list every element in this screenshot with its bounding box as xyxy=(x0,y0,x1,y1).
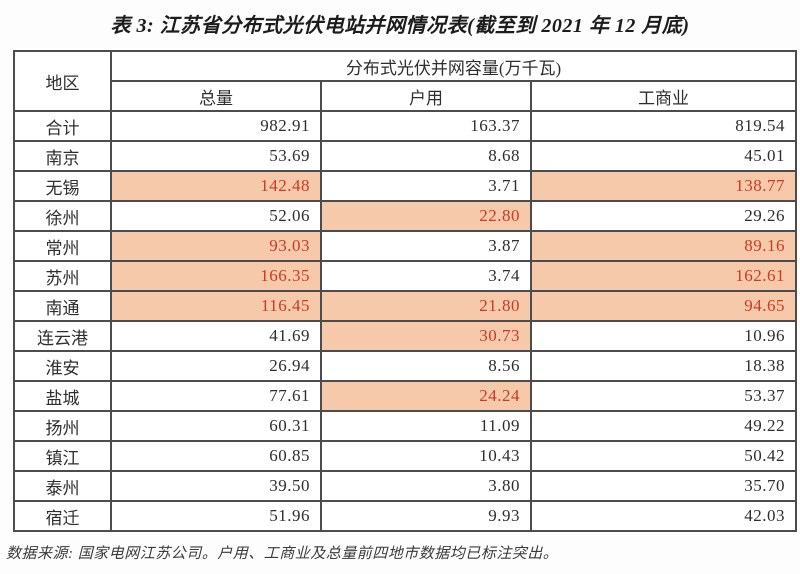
industrial-cell: 42.03 xyxy=(529,500,798,532)
household-cell: 10.43 xyxy=(320,440,532,472)
industrial-cell: 89.16 xyxy=(529,230,798,262)
industrial-cell: 162.61 xyxy=(529,260,798,292)
table-row: 宿迁 51.96 9.93 42.03 xyxy=(13,500,798,532)
table-row: 无锡 142.48 3.71 138.77 xyxy=(13,170,798,202)
industrial-cell: 18.38 xyxy=(529,350,798,382)
table-row: 徐州 52.06 22.80 29.26 xyxy=(13,200,798,232)
data-source-note: 数据来源: 国家电网江苏公司。户用、工商业及总量前四地市数据均已标注突出。 xyxy=(6,546,559,562)
industrial-cell: 819.54 xyxy=(529,110,798,142)
region-cell: 南京 xyxy=(13,140,112,172)
page: 表 3: 江苏省分布式光伏电站并网情况表(截至到 2021 年 12 月底) 地… xyxy=(0,14,800,574)
table-row: 淮安 26.94 8.56 18.38 xyxy=(13,350,798,382)
table-row: 苏州 166.35 3.74 162.61 xyxy=(13,260,798,292)
region-cell: 淮安 xyxy=(13,350,112,382)
industrial-cell: 45.01 xyxy=(529,140,798,172)
total-cell: 39.50 xyxy=(110,470,322,502)
total-cell: 116.45 xyxy=(110,290,322,322)
industrial-cell: 94.65 xyxy=(529,290,798,322)
industrial-cell: 35.70 xyxy=(529,470,798,502)
pv-grid-table: 地区 分布式光伏并网容量(万千瓦) 总量 户用 工商业 合计 982.91 16… xyxy=(13,50,798,532)
household-cell: 163.37 xyxy=(320,110,532,142)
industrial-cell: 50.42 xyxy=(529,440,798,472)
total-cell: 60.31 xyxy=(110,410,322,442)
household-cell: 3.71 xyxy=(320,170,532,202)
total-cell: 77.61 xyxy=(110,380,322,412)
total-cell: 142.48 xyxy=(110,170,322,202)
table-row: 镇江 60.85 10.43 50.42 xyxy=(13,440,798,472)
total-cell: 982.91 xyxy=(110,110,322,142)
total-cell: 60.85 xyxy=(110,440,322,472)
total-cell: 41.69 xyxy=(110,320,322,352)
household-cell: 3.80 xyxy=(320,470,532,502)
region-cell: 扬州 xyxy=(13,410,112,442)
household-cell: 3.87 xyxy=(320,230,532,262)
region-cell: 连云港 xyxy=(13,320,112,352)
industrial-cell: 29.26 xyxy=(529,200,798,232)
table-row: 泰州 39.50 3.80 35.70 xyxy=(13,470,798,502)
table-title: 表 3: 江苏省分布式光伏电站并网情况表(截至到 2021 年 12 月底) xyxy=(110,15,690,37)
region-cell: 宿迁 xyxy=(13,500,112,532)
column-header-household: 户用 xyxy=(320,80,532,112)
total-cell: 26.94 xyxy=(110,350,322,382)
household-cell: 30.73 xyxy=(320,320,532,352)
table-row: 常州 93.03 3.87 89.16 xyxy=(13,230,798,262)
total-cell: 93.03 xyxy=(110,230,322,262)
region-cell: 南通 xyxy=(13,290,112,322)
household-cell: 9.93 xyxy=(320,500,532,532)
total-cell: 52.06 xyxy=(110,200,322,232)
household-cell: 8.68 xyxy=(320,140,532,172)
region-cell: 徐州 xyxy=(13,200,112,232)
industrial-cell: 49.22 xyxy=(529,410,798,442)
table-row: 合计 982.91 163.37 819.54 xyxy=(13,110,798,142)
region-cell: 盐城 xyxy=(13,380,112,412)
household-cell: 21.80 xyxy=(320,290,532,322)
capacity-header: 分布式光伏并网容量(万千瓦) xyxy=(109,50,798,82)
table-row: 连云港 41.69 30.73 10.96 xyxy=(13,320,798,352)
table-row: 南通 116.45 21.80 94.65 xyxy=(13,290,798,322)
total-cell: 51.96 xyxy=(110,500,322,532)
industrial-cell: 53.37 xyxy=(529,380,798,412)
household-cell: 3.74 xyxy=(320,260,532,292)
table-row: 南京 53.69 8.68 45.01 xyxy=(13,140,798,172)
total-cell: 53.69 xyxy=(110,140,322,172)
column-header-industrial: 工商业 xyxy=(529,80,798,112)
industrial-cell: 138.77 xyxy=(529,170,798,202)
household-cell: 24.24 xyxy=(320,380,532,412)
region-cell: 泰州 xyxy=(13,470,112,502)
header-row-1: 地区 分布式光伏并网容量(万千瓦) xyxy=(13,50,798,112)
region-cell: 常州 xyxy=(13,230,112,262)
region-header: 地区 xyxy=(13,50,112,112)
household-cell: 8.56 xyxy=(320,350,532,382)
total-cell: 166.35 xyxy=(110,260,322,292)
table-row: 扬州 60.31 11.09 49.22 xyxy=(13,410,798,442)
region-cell: 镇江 xyxy=(13,440,112,472)
region-cell: 苏州 xyxy=(13,260,112,292)
header-row-2: 总量 户用 工商业 xyxy=(14,80,798,112)
household-cell: 11.09 xyxy=(320,410,532,442)
industrial-cell: 10.96 xyxy=(529,320,798,352)
region-cell: 合计 xyxy=(13,110,112,142)
household-cell: 22.80 xyxy=(320,200,532,232)
column-header-total: 总量 xyxy=(110,80,322,112)
table-row: 盐城 77.61 24.24 53.37 xyxy=(13,380,798,412)
region-cell: 无锡 xyxy=(13,170,112,202)
